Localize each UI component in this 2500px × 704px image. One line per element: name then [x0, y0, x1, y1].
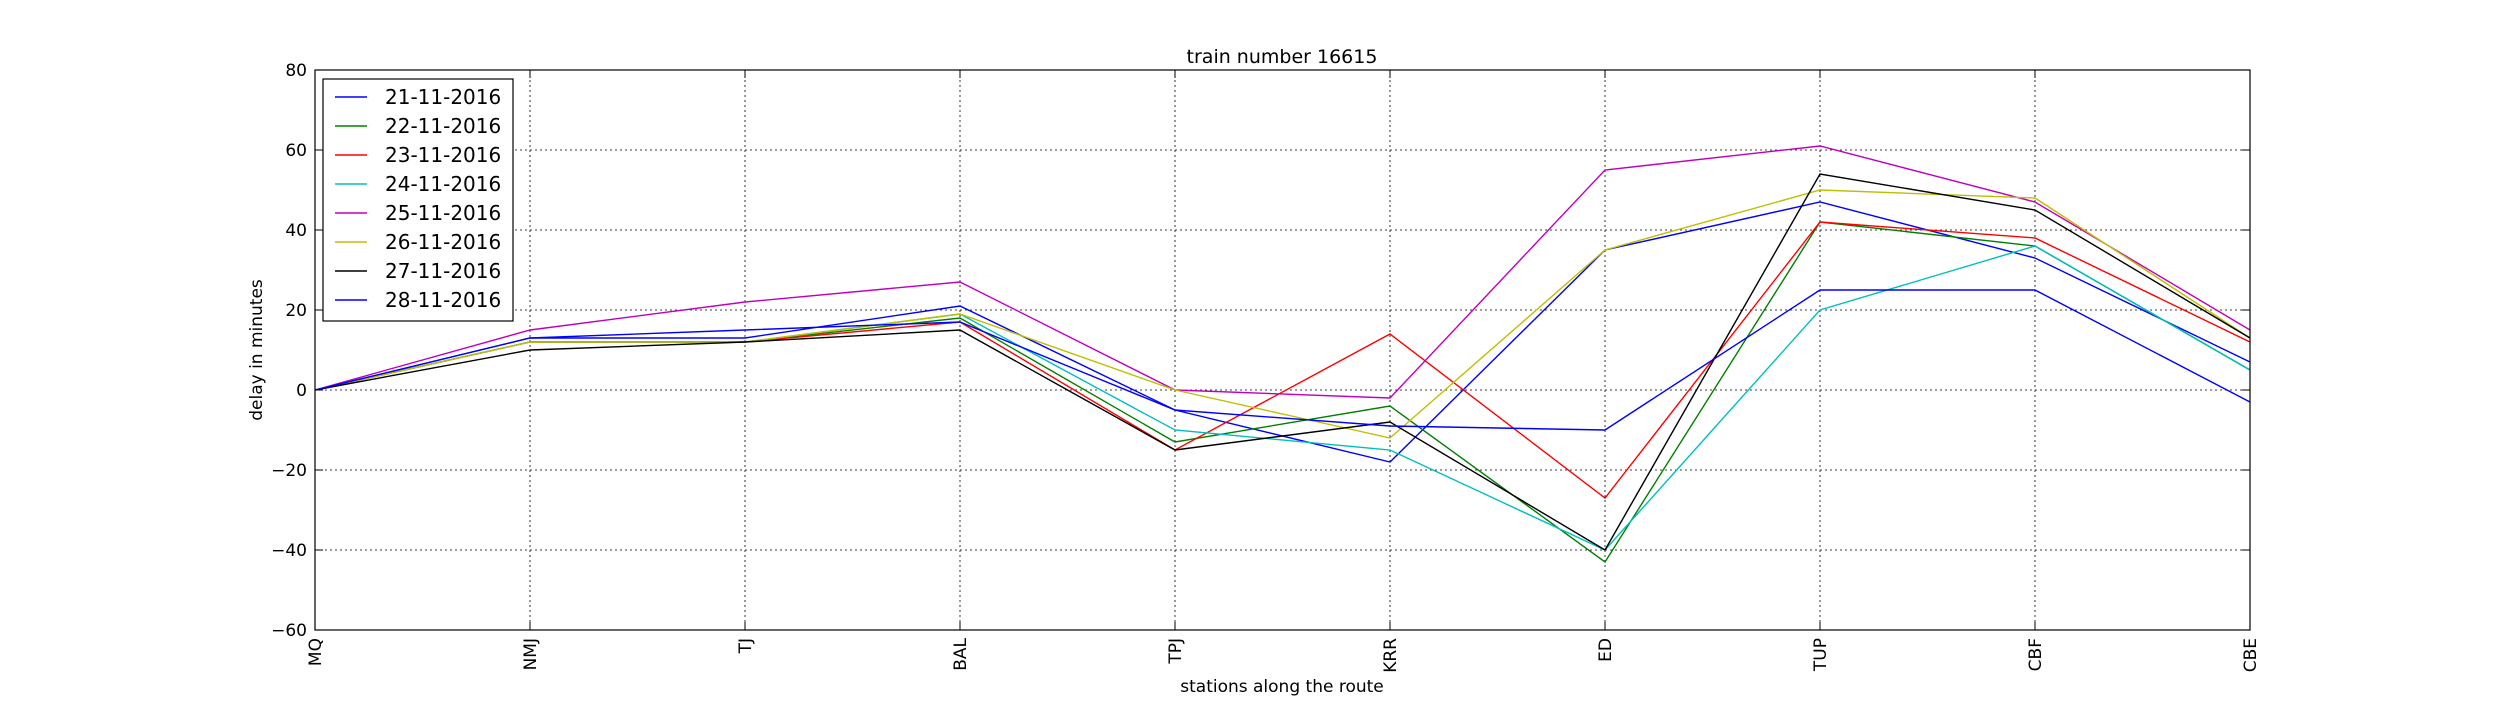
x-tick-label: TJ: [736, 638, 756, 654]
y-tick-label: −60: [271, 621, 307, 641]
y-tick-label: −20: [271, 461, 307, 481]
legend-label: 25-11-2016: [385, 201, 501, 225]
y-tick-label: −40: [271, 541, 307, 561]
legend-label: 22-11-2016: [385, 114, 501, 138]
grid-lines: [315, 70, 2250, 630]
legend-box: [322, 78, 514, 322]
series-lines: [314, 145, 2251, 564]
legend: 21-11-2016 22-11-2016 23-11-2016 24-11-2016…: [322, 78, 514, 322]
series-line-25-11-2016: [314, 145, 2251, 399]
legend-label: 24-11-2016: [385, 172, 501, 196]
x-tick-label: MQ: [306, 638, 326, 666]
series-line-23-11-2016: [314, 221, 2251, 499]
y-axis-label: delay in minutes: [247, 279, 267, 421]
axis-ticks: −60 −40 −20 0 20 40 60 80 MQ NMJ TJ BAL TPJ KRR ED TUP C…: [271, 61, 2261, 673]
series-line-26-11-2016: [314, 189, 2251, 439]
plot-frame: [314, 69, 2251, 631]
x-tick-label: KRR: [1381, 638, 1401, 673]
x-tick-label: ED: [1596, 638, 1616, 662]
y-tick-label: 20: [285, 301, 307, 321]
legend-label: 23-11-2016: [385, 143, 501, 167]
legend-label: 26-11-2016: [385, 230, 501, 254]
x-tick-label: TPJ: [1166, 638, 1186, 665]
y-tick-label: 80: [285, 61, 307, 81]
y-tick-label: 60: [285, 141, 307, 161]
x-tick-label: TUP: [1811, 638, 1831, 672]
x-axis-label: stations along the route: [1180, 677, 1384, 697]
y-tick-label: 40: [285, 221, 307, 241]
legend-label: 28-11-2016: [385, 288, 501, 312]
legend-label: 27-11-2016: [385, 259, 501, 283]
legend-label: 21-11-2016: [385, 85, 501, 109]
chart-title: train number 16615: [1187, 46, 1378, 68]
y-tick-label: 0: [296, 381, 307, 401]
series-line-21-11-2016: [314, 201, 2251, 463]
series-line-27-11-2016: [314, 173, 2251, 551]
x-tick-label: CBF: [2026, 638, 2046, 671]
series-line-28-11-2016: [314, 289, 2251, 431]
x-tick-label: BAL: [951, 637, 971, 670]
series-line-24-11-2016: [314, 245, 2251, 551]
x-tick-label: NMJ: [521, 638, 541, 670]
x-tick-label: CBE: [2241, 638, 2261, 672]
